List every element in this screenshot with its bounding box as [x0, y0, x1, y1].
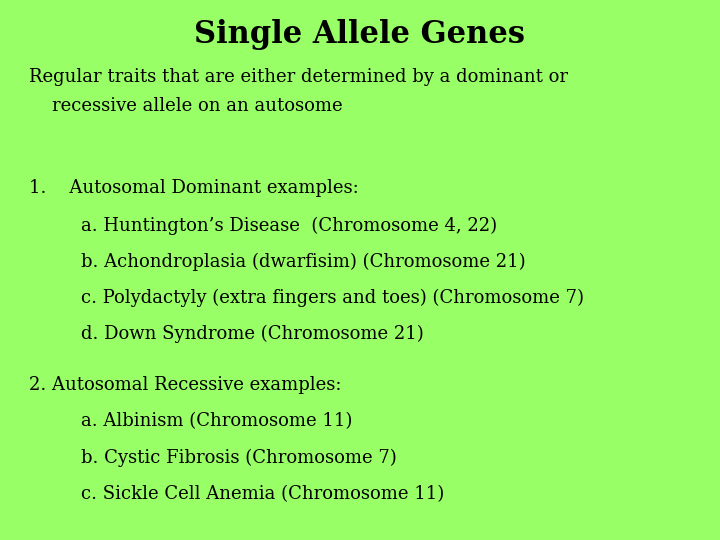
Text: 1.    Autosomal Dominant examples:: 1. Autosomal Dominant examples: — [29, 179, 359, 197]
Text: a. Albinism (Chromosome 11): a. Albinism (Chromosome 11) — [58, 413, 352, 430]
Text: a. Huntington’s Disease  (Chromosome 4, 22): a. Huntington’s Disease (Chromosome 4, 2… — [58, 217, 497, 235]
Text: b. Cystic Fibrosis (Chromosome 7): b. Cystic Fibrosis (Chromosome 7) — [58, 448, 396, 467]
Text: d. Down Syndrome (Chromosome 21): d. Down Syndrome (Chromosome 21) — [58, 325, 423, 343]
Text: c. Polydactyly (extra fingers and toes) (Chromosome 7): c. Polydactyly (extra fingers and toes) … — [58, 289, 584, 307]
Text: Single Allele Genes: Single Allele Genes — [194, 19, 526, 50]
Text: recessive allele on an autosome: recessive allele on an autosome — [29, 97, 343, 115]
Text: b. Achondroplasia (dwarfisim) (Chromosome 21): b. Achondroplasia (dwarfisim) (Chromosom… — [58, 253, 525, 271]
Text: Regular traits that are either determined by a dominant or: Regular traits that are either determine… — [29, 68, 568, 85]
Text: c. Sickle Cell Anemia (Chromosome 11): c. Sickle Cell Anemia (Chromosome 11) — [58, 485, 444, 503]
Text: 2. Autosomal Recessive examples:: 2. Autosomal Recessive examples: — [29, 376, 341, 394]
